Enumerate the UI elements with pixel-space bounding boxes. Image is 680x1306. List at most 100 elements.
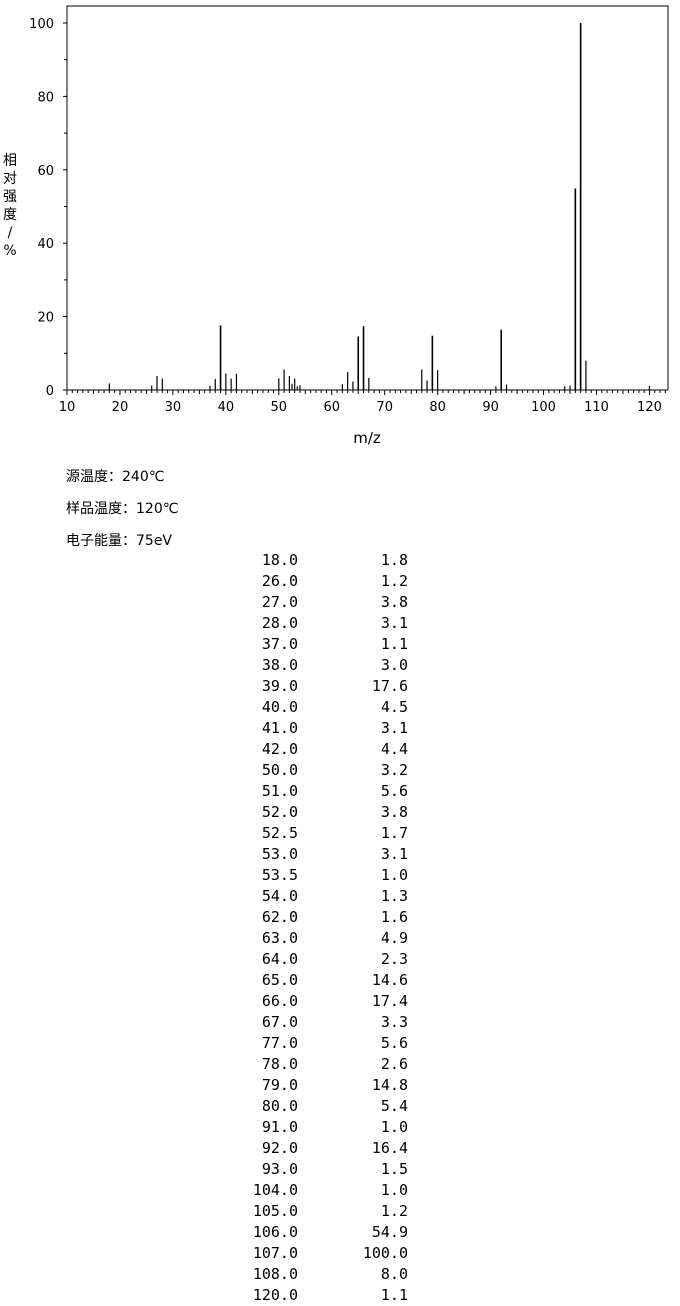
table-row: 18.0 1.8 — [0, 550, 680, 571]
mz-value: 38.0 — [261, 656, 298, 674]
table-row: 53.5 1.0 — [0, 865, 680, 886]
mz-value: 64.0 — [261, 950, 298, 968]
y-axis-label: 相对强度 /% — [2, 152, 18, 260]
table-row: 78.0 2.6 — [0, 1054, 680, 1075]
y-tick-label: 100 — [29, 17, 54, 32]
table-row: 108.0 8.0 — [0, 1264, 680, 1285]
table-row: 51.0 5.6 — [0, 781, 680, 802]
intensity-value: 3.1 — [380, 719, 408, 737]
intensity-value: 100.0 — [362, 1244, 408, 1262]
peak-bars — [108, 23, 651, 390]
intensity-value: 2.3 — [380, 950, 408, 968]
intensity-value: 1.3 — [380, 887, 408, 905]
intensity-value: 1.0 — [380, 1181, 408, 1199]
mz-value: 27.0 — [261, 593, 298, 611]
mz-value: 65.0 — [261, 971, 298, 989]
x-tick-label: 60 — [323, 400, 340, 415]
table-row: 107.0 100.0 — [0, 1243, 680, 1264]
intensity-value: 4.4 — [380, 740, 408, 758]
table-row: 38.0 3.0 — [0, 655, 680, 676]
mz-value: 77.0 — [261, 1034, 298, 1052]
table-row: 77.0 5.6 — [0, 1033, 680, 1054]
intensity-value: 5.6 — [380, 782, 408, 800]
intensity-value: 3.3 — [380, 1013, 408, 1031]
mz-value: 91.0 — [261, 1118, 298, 1136]
y-axis-label-char: 度 — [3, 207, 17, 223]
mass-spectrum-chart: 0 20 40 60 80 100 10 20 30 40 50 60 70 80 90 100 110 120… — [29, 5, 669, 447]
intensity-value: 5.6 — [380, 1034, 408, 1052]
intensity-value: 3.0 — [380, 656, 408, 674]
x-tick-label: 100 — [531, 400, 556, 415]
table-row: 26.0 1.2 — [0, 571, 680, 592]
intensity-value: 3.8 — [380, 803, 408, 821]
intensity-value: 14.6 — [371, 971, 408, 989]
x-axis-label: m/z — [353, 429, 381, 447]
x-tick-label: 70 — [376, 400, 393, 415]
x-tick-label: 10 — [59, 400, 76, 415]
intensity-value: 5.4 — [380, 1097, 408, 1115]
mz-value: 26.0 — [261, 572, 298, 590]
mz-value: 120.0 — [252, 1286, 298, 1304]
mz-value: 106.0 — [252, 1223, 298, 1241]
mz-value: 66.0 — [261, 992, 298, 1010]
x-tick-label: 110 — [584, 400, 609, 415]
peak-table: 18.0 1.8 26.0 1.2 27.0 3.8 28.0 3.1 37.0 1.1 38.0 3… — [0, 550, 680, 1306]
mz-value: 104.0 — [252, 1181, 298, 1199]
table-row: 28.0 3.1 — [0, 613, 680, 634]
mz-value: 78.0 — [261, 1055, 298, 1073]
mz-value: 93.0 — [261, 1160, 298, 1178]
table-row: 53.0 3.1 — [0, 844, 680, 865]
mz-value: 41.0 — [261, 719, 298, 737]
y-tick-label: 80 — [37, 90, 54, 105]
x-tick-label: 20 — [112, 400, 129, 415]
mz-value: 40.0 — [261, 698, 298, 716]
mz-value: 92.0 — [261, 1139, 298, 1157]
mz-value: 18.0 — [261, 551, 298, 569]
table-row: 91.0 1.0 — [0, 1117, 680, 1138]
table-row: 92.0 16.4 — [0, 1138, 680, 1159]
mz-value: 52.0 — [261, 803, 298, 821]
table-row: 50.0 3.2 — [0, 760, 680, 781]
table-row: 79.0 14.8 — [0, 1075, 680, 1096]
mz-value: 37.0 — [261, 635, 298, 653]
x-axis: 10 20 30 40 50 60 70 80 90 100 110 120 — [59, 390, 666, 415]
mz-value: 39.0 — [261, 677, 298, 695]
table-row: 104.0 1.0 — [0, 1180, 680, 1201]
y-tick-label: 20 — [37, 311, 54, 326]
intensity-value: 14.8 — [371, 1076, 408, 1094]
mz-value: 80.0 — [261, 1097, 298, 1115]
y-tick-label: 40 — [37, 237, 54, 252]
table-row: 93.0 1.5 — [0, 1159, 680, 1180]
mz-value: 107.0 — [252, 1244, 298, 1262]
intensity-value: 8.0 — [380, 1265, 408, 1283]
source-temperature: 源温度：240℃ — [66, 469, 165, 485]
mz-value: 42.0 — [261, 740, 298, 758]
y-tick-label: 60 — [37, 164, 54, 179]
table-row: 65.0 14.6 — [0, 970, 680, 991]
mz-value: 54.0 — [261, 887, 298, 905]
intensity-value: 1.6 — [380, 908, 408, 926]
x-tick-label: 30 — [165, 400, 182, 415]
table-row: 80.0 5.4 — [0, 1096, 680, 1117]
y-axis-label-char: 对 — [3, 171, 17, 187]
table-row: 54.0 1.3 — [0, 886, 680, 907]
table-row: 66.0 17.4 — [0, 991, 680, 1012]
mz-value: 62.0 — [261, 908, 298, 926]
table-row: 106.0 54.9 — [0, 1222, 680, 1243]
intensity-value: 3.1 — [380, 614, 408, 632]
electron-energy: 电子能量：75eV — [66, 533, 173, 549]
table-row: 39.0 17.6 — [0, 676, 680, 697]
x-tick-label: 90 — [482, 400, 499, 415]
x-tick-label: 40 — [218, 400, 235, 415]
intensity-value: 1.1 — [380, 1286, 408, 1304]
mz-value: 52.5 — [261, 824, 298, 842]
y-axis-label-char: / — [7, 225, 13, 241]
intensity-value: 1.5 — [380, 1160, 408, 1178]
x-tick-label: 120 — [637, 400, 662, 415]
plot-frame — [66, 5, 669, 391]
table-row: 27.0 3.8 — [0, 592, 680, 613]
intensity-value: 1.8 — [380, 551, 408, 569]
y-axis-label-char: 相 — [3, 153, 17, 169]
intensity-value: 17.6 — [371, 677, 408, 695]
table-row: 52.5 1.7 — [0, 823, 680, 844]
